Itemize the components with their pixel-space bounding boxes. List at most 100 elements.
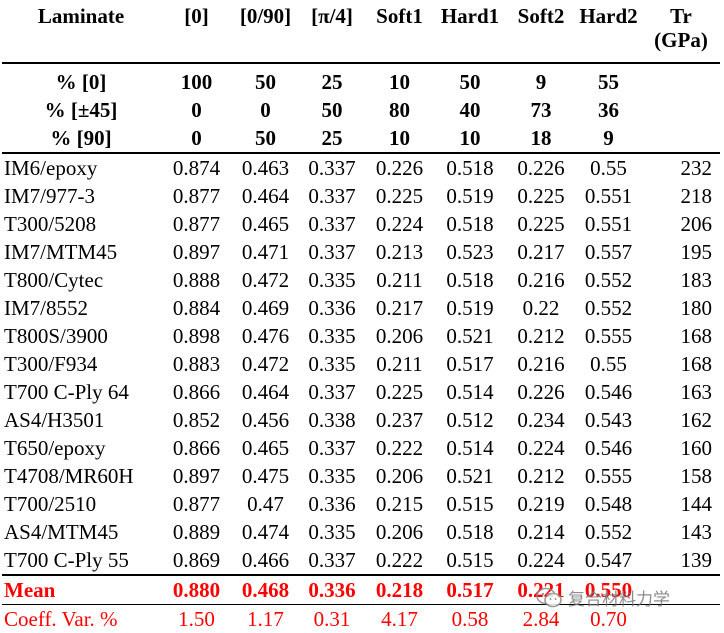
table-cell: 9 bbox=[507, 63, 575, 96]
table-cell: 0.475 bbox=[233, 462, 298, 490]
table-cell: 0.338 bbox=[298, 406, 366, 434]
table-cell: 50 bbox=[233, 63, 298, 96]
table-cell: 0.552 bbox=[575, 518, 642, 546]
table-cell: 0.523 bbox=[433, 238, 507, 266]
table-cell: 143 bbox=[642, 518, 720, 546]
table-cell: 0.519 bbox=[433, 294, 507, 322]
column-header: Soft2 bbox=[507, 4, 575, 63]
table-cell: 0.474 bbox=[233, 518, 298, 546]
table-cell: 0.551 bbox=[575, 182, 642, 210]
table-cell: 0.206 bbox=[366, 322, 433, 350]
table-cell: 0.877 bbox=[160, 182, 233, 210]
table-cell: 0.869 bbox=[160, 546, 233, 575]
table-cell: 0.337 bbox=[298, 434, 366, 462]
table-cell: 0.880 bbox=[160, 575, 233, 605]
table-cell: 0.216 bbox=[507, 266, 575, 294]
row-label: T700 C-Ply 55 bbox=[2, 546, 160, 575]
table-cell: 0.336 bbox=[298, 294, 366, 322]
table-cell bbox=[642, 96, 720, 124]
table-cell: 10 bbox=[366, 124, 433, 153]
table-cell: 0.224 bbox=[366, 210, 433, 238]
table-cell: 0.226 bbox=[507, 378, 575, 406]
table-cell: 206 bbox=[642, 210, 720, 238]
table-cell bbox=[642, 124, 720, 153]
table-cell: 25 bbox=[298, 124, 366, 153]
table-cell: 0.211 bbox=[366, 266, 433, 294]
watermark-text: 复合材料力学 bbox=[568, 585, 670, 610]
table-cell: 0.464 bbox=[233, 182, 298, 210]
table-cell: 158 bbox=[642, 462, 720, 490]
table-cell: 0.469 bbox=[233, 294, 298, 322]
table-cell: 0.555 bbox=[575, 322, 642, 350]
table-cell: 0.216 bbox=[507, 350, 575, 378]
table-cell: 0.463 bbox=[233, 153, 298, 182]
column-header: Laminate bbox=[2, 4, 160, 63]
row-label: T4708/MR60H bbox=[2, 462, 160, 490]
table-cell: 0.521 bbox=[433, 322, 507, 350]
table-cell: 0.518 bbox=[433, 518, 507, 546]
row-label: T650/epoxy bbox=[2, 434, 160, 462]
table-cell: 4.17 bbox=[366, 605, 433, 633]
table-cell: 50 bbox=[233, 124, 298, 153]
table-cell: 163 bbox=[642, 378, 720, 406]
table-cell: 0.336 bbox=[298, 490, 366, 518]
table-cell: 0.225 bbox=[366, 182, 433, 210]
table-cell: 0.465 bbox=[233, 434, 298, 462]
table-cell: 0.514 bbox=[433, 378, 507, 406]
column-header: [0] bbox=[160, 4, 233, 63]
table-cell: 25 bbox=[298, 63, 366, 96]
row-label: T300/5208 bbox=[2, 210, 160, 238]
table-cell: 0 bbox=[160, 124, 233, 153]
table-cell: 0.58 bbox=[433, 605, 507, 633]
table-cell: 0.518 bbox=[433, 153, 507, 182]
table-cell: 180 bbox=[642, 294, 720, 322]
table-cell: 0.222 bbox=[366, 546, 433, 575]
column-header: Hard2 bbox=[575, 4, 642, 63]
table-cell: 139 bbox=[642, 546, 720, 575]
table-cell: 0.898 bbox=[160, 322, 233, 350]
row-label: IM7/MTM45 bbox=[2, 238, 160, 266]
table-cell: 0.521 bbox=[433, 462, 507, 490]
table-cell: 0.337 bbox=[298, 182, 366, 210]
table-cell: 0.889 bbox=[160, 518, 233, 546]
table-cell: 9 bbox=[575, 124, 642, 153]
table-cell: 50 bbox=[298, 96, 366, 124]
row-label: IM7/8552 bbox=[2, 294, 160, 322]
table-cell: 0 bbox=[160, 96, 233, 124]
table-cell: 0.515 bbox=[433, 490, 507, 518]
table-cell: 195 bbox=[642, 238, 720, 266]
table-cell: 0.552 bbox=[575, 266, 642, 294]
table-cell: 0.543 bbox=[575, 406, 642, 434]
table-cell: 0.464 bbox=[233, 378, 298, 406]
table-cell: 0.472 bbox=[233, 350, 298, 378]
watermark: 复合材料力学 bbox=[536, 585, 670, 610]
table-cell: 0.219 bbox=[507, 490, 575, 518]
table-cell: 0.31 bbox=[298, 605, 366, 633]
table-cell: 0.226 bbox=[507, 153, 575, 182]
table-cell: 0.551 bbox=[575, 210, 642, 238]
table-cell: 50 bbox=[433, 63, 507, 96]
table-cell: 0.874 bbox=[160, 153, 233, 182]
table-cell: 0 bbox=[233, 96, 298, 124]
table-cell: 0.226 bbox=[366, 153, 433, 182]
table-cell: 0.514 bbox=[433, 434, 507, 462]
table-cell: 183 bbox=[642, 266, 720, 294]
table-cell: 0.546 bbox=[575, 434, 642, 462]
table-cell: 0.897 bbox=[160, 238, 233, 266]
table-cell: 0.224 bbox=[507, 546, 575, 575]
table-cell: 1.50 bbox=[160, 605, 233, 633]
table-cell: 0.55 bbox=[575, 350, 642, 378]
table-cell: 10 bbox=[433, 124, 507, 153]
table-cell: 0.337 bbox=[298, 238, 366, 266]
row-label: T300/F934 bbox=[2, 350, 160, 378]
table-cell: 0.468 bbox=[233, 575, 298, 605]
table-cell: 0.225 bbox=[366, 378, 433, 406]
